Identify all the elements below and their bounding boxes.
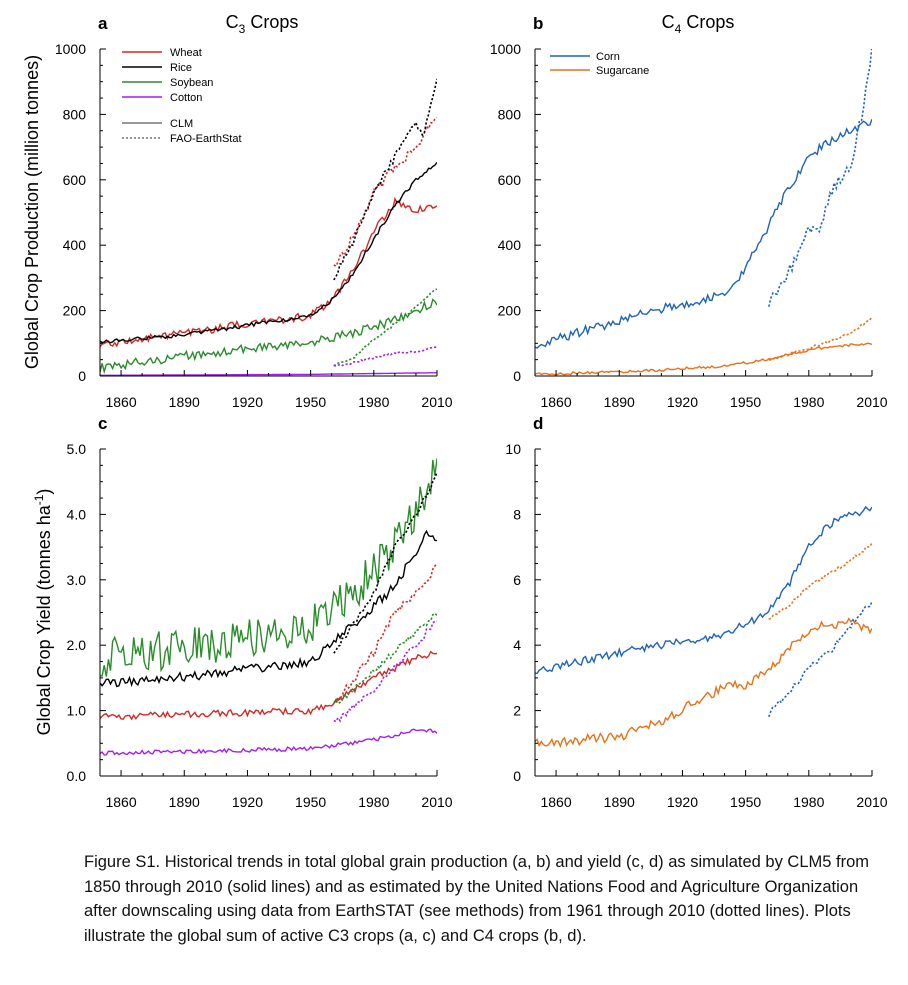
series-rice-clm [100, 161, 437, 344]
series-soybean-clm [100, 298, 437, 375]
series-sugarcane-fao [768, 316, 872, 361]
series-cotton-fao [333, 620, 437, 723]
y-tick-label: 2.0 [67, 637, 87, 653]
x-tick-label: 1890 [604, 794, 635, 810]
y-tick-label: 2 [513, 703, 521, 719]
x-tick-label: 2010 [421, 794, 452, 810]
y-tick-label: 800 [498, 106, 522, 122]
panel-a: a 1860 1890 1920 1950 1980 2010 0 200 400 600 800 10… [55, 14, 453, 410]
x-tick-label: 1920 [232, 394, 263, 410]
x-tick-label: 1890 [169, 794, 200, 810]
x-tick-label: 1950 [295, 394, 326, 410]
y-tick-label: 200 [498, 303, 522, 319]
x-tick-label: 1980 [358, 394, 389, 410]
x-tick-label: 2010 [421, 394, 452, 410]
figure-caption: Figure S1. Historical trends in total gl… [84, 853, 870, 945]
x-tick-label: 2010 [856, 794, 887, 810]
panel-letter: a [98, 14, 108, 33]
ylabel-production: Global Crop Production (million tonnes) [22, 55, 42, 369]
y-tick-label: 0 [78, 368, 86, 384]
y-tick-label: 400 [498, 237, 522, 253]
series-wheat-clm [100, 650, 437, 721]
legend-c4: Corn Sugarcane [550, 51, 649, 77]
col-title-c4: C4 Crops [662, 12, 735, 36]
legend-label-rice: Rice [170, 62, 192, 74]
legend-label-fao: FAO-EarthStat [170, 133, 242, 145]
series-cotton-clm [100, 728, 437, 756]
y-tick-label: 600 [63, 172, 87, 188]
y-tick-label: 1.0 [67, 703, 87, 719]
series-corn-fao [768, 49, 872, 307]
y-tick-label: 0 [513, 368, 521, 384]
series-rice-fao [333, 78, 437, 281]
x-tick-label: 1920 [667, 794, 698, 810]
series-rice-fao [333, 472, 437, 654]
x-tick-label: 1860 [105, 794, 136, 810]
legend-label-soybean: Soybean [170, 77, 213, 89]
y-tick-label: 4 [513, 637, 521, 653]
legend-label-wheat: Wheat [170, 47, 202, 59]
series-wheat-fao [333, 116, 437, 268]
y-tick-label: 10 [505, 441, 521, 457]
y-tick-label: 4.0 [67, 506, 87, 522]
x-tick-label: 1950 [295, 794, 326, 810]
x-tick-label: 1890 [169, 394, 200, 410]
legend-label-corn: Corn [596, 51, 620, 63]
panel-d: d 1860 1890 1920 1950 1980 2010 0 2 4 6 8 10 [505, 414, 887, 810]
x-tick-label: 1980 [358, 794, 389, 810]
col-title-c3: C3 Crops [226, 12, 299, 36]
x-tick-label: 1860 [105, 394, 136, 410]
x-tick-label: 1860 [540, 394, 571, 410]
x-tick-label: 2010 [856, 394, 887, 410]
panel-letter: c [98, 414, 107, 433]
ylabel-yield: Global Crop Yield (tonnes ha-1) [32, 489, 54, 736]
series-cotton-fao [333, 346, 437, 367]
y-tick-label: 1000 [490, 41, 521, 57]
series-corn-clm [535, 505, 872, 675]
y-tick-label: 5.0 [67, 441, 87, 457]
panel-b: b 1860 1890 1920 1950 1980 2010 0 200 400 600 800 10… [490, 14, 888, 410]
y-tick-label: 0 [513, 768, 521, 784]
panel-letter: d [533, 414, 543, 433]
series-sugarcane-fao [768, 542, 872, 620]
series-wheat-fao [333, 563, 437, 703]
panel-c: c 1860 1890 1920 1950 1980 2010 0.0 1.0 2.0 3.0 4.0… [67, 414, 453, 810]
y-tick-label: 3.0 [67, 572, 87, 588]
series-soybean-fao [333, 288, 437, 367]
y-tick-label: 800 [63, 106, 87, 122]
series-sugarcane-clm [535, 617, 872, 749]
series-soybean-fao [333, 612, 437, 705]
panel-letter: b [533, 14, 543, 33]
y-tick-label: 200 [63, 303, 87, 319]
y-tick-label: 0.0 [67, 768, 87, 784]
x-tick-label: 1950 [730, 394, 761, 410]
x-tick-label: 1950 [730, 794, 761, 810]
series-soybean-clm [100, 458, 437, 677]
x-tick-label: 1980 [793, 394, 824, 410]
y-tick-label: 600 [498, 172, 522, 188]
x-tick-label: 1980 [793, 794, 824, 810]
legend-label-clm: CLM [170, 118, 193, 130]
series-sugarcane-clm [535, 342, 872, 376]
figure-svg: C3 Crops C4 Crops Global Crop Production… [22, 12, 888, 810]
y-tick-label: 1000 [55, 41, 86, 57]
figure: C3 Crops C4 Crops Global Crop Production… [22, 12, 888, 810]
x-tick-label: 1920 [667, 394, 698, 410]
series-rice-clm [100, 529, 437, 688]
y-tick-label: 400 [63, 237, 87, 253]
series-corn-clm [535, 118, 872, 349]
y-tick-label: 6 [513, 572, 521, 588]
legend-c3: Wheat Rice Soybean Cotton CLM FAO-EarthS… [122, 47, 242, 145]
x-tick-label: 1860 [540, 794, 571, 810]
x-tick-label: 1920 [232, 794, 263, 810]
legend-label-sugarcane: Sugarcane [596, 65, 649, 77]
y-tick-label: 8 [513, 506, 521, 522]
series-corn-fao [768, 600, 872, 718]
x-tick-label: 1890 [604, 394, 635, 410]
legend-label-cotton: Cotton [170, 92, 202, 104]
